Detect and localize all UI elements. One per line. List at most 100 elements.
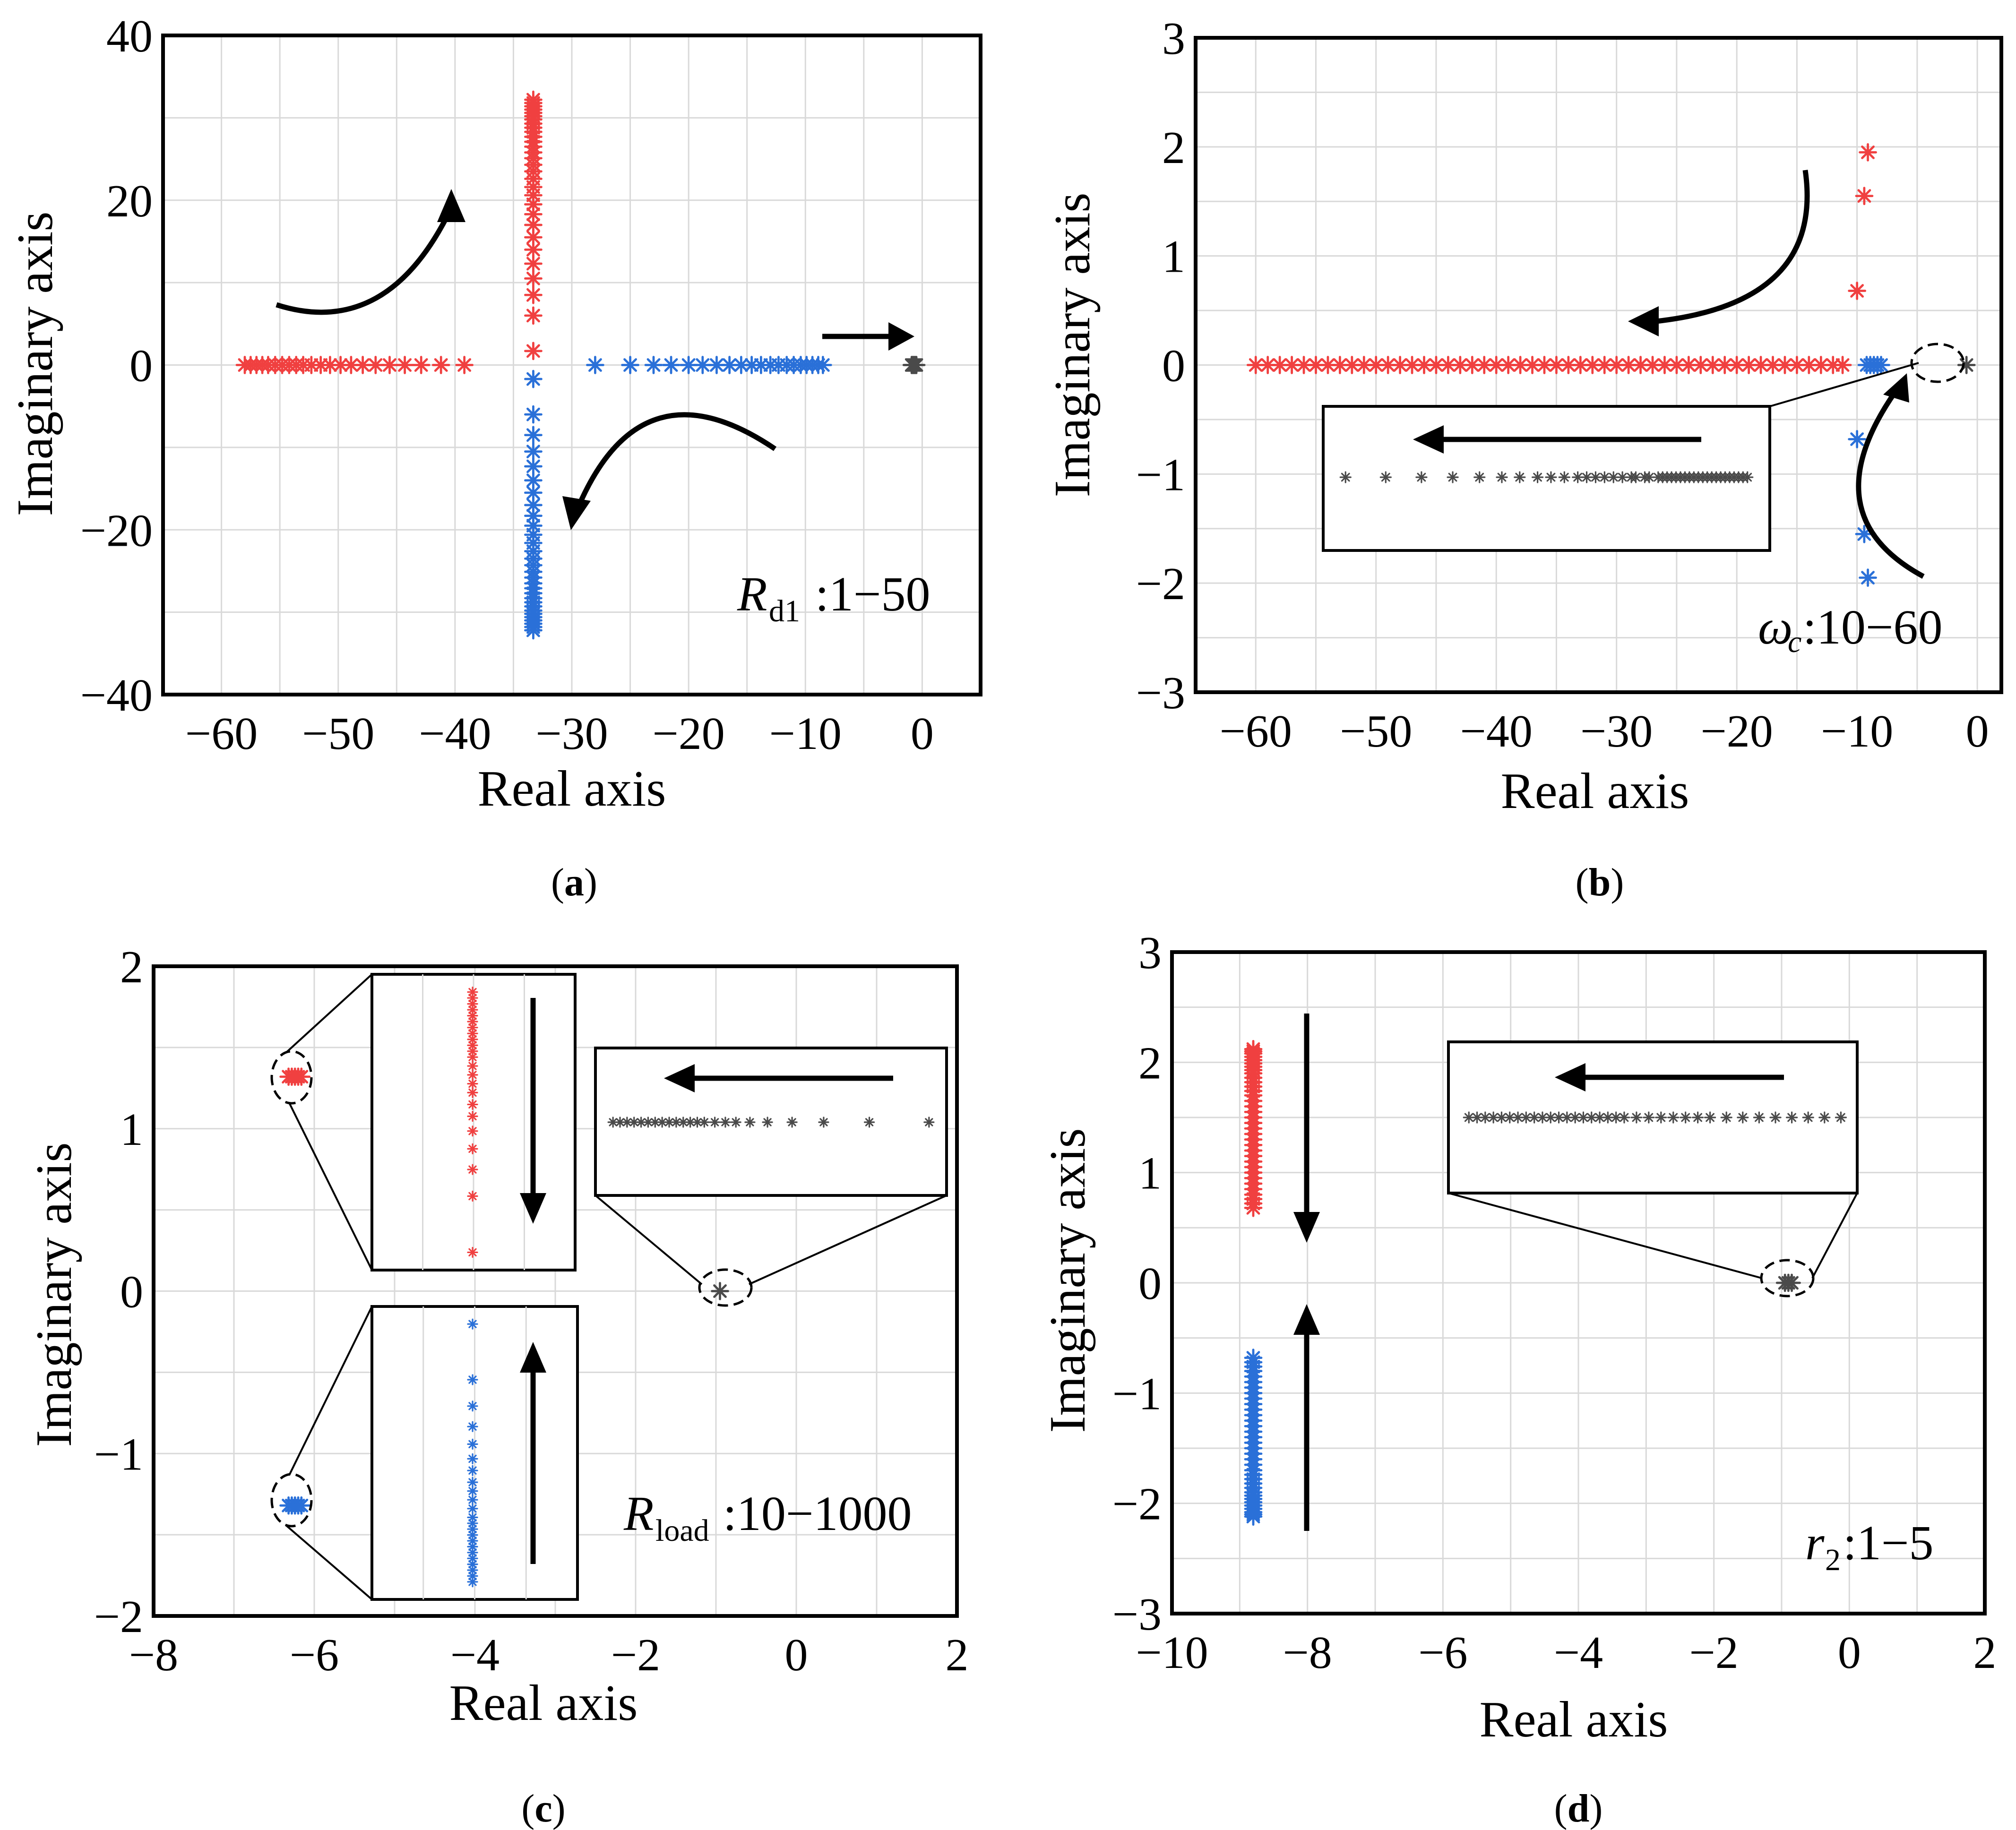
- panel-c-gray-zoom-point: [685, 1117, 696, 1128]
- panel-c-blue-dashed-circle: [270, 1473, 313, 1528]
- panel-d-down-arrowhead: [1293, 1212, 1320, 1243]
- panel-c-blue-zoom-point: [467, 1570, 478, 1581]
- panel-c-blue-zoom-point: [467, 1486, 478, 1497]
- panel-a-blue-imag-point: [524, 442, 543, 461]
- panel-d-xtick-label: −4: [1554, 1627, 1603, 1678]
- panel-d-inset-point: [1753, 1111, 1765, 1124]
- panel-a-lower-arrowhead: [562, 496, 591, 530]
- panel-c-gray-zoom-point: [744, 1117, 756, 1128]
- panel-c-red-inset-points: [422, 974, 525, 1270]
- panel-a-blue-real-point: [813, 356, 832, 374]
- panel-b-xtick-label: −30: [1580, 706, 1653, 757]
- panel-b-param-symbol: ω: [1758, 600, 1792, 654]
- panel-b-red-real-point: [1294, 356, 1313, 374]
- panel-c-xtick-label: 2: [946, 1630, 969, 1681]
- panel-b-red-complex-point: [1855, 187, 1874, 206]
- panel-b-ytick-label: −1: [1136, 449, 1185, 500]
- panel-c-red-zoom-point: [467, 1060, 478, 1072]
- panel-c-gray-zoom-point: [762, 1117, 773, 1128]
- panel-c-blue-zoom-point: [467, 1400, 478, 1412]
- panel-c-gray-zoom-point: [635, 1117, 647, 1128]
- panel-a-blue-imag-point: [524, 471, 543, 490]
- panel-c-gray-inset-points: [607, 1117, 935, 1128]
- panel-c-xtick-label: 0: [785, 1630, 808, 1681]
- panel-c-red-zoom-point: [467, 1110, 478, 1122]
- panel-b-red-real-point: [1727, 356, 1746, 374]
- panel-c-blue-inset-points: [422, 1306, 527, 1599]
- panel-b-red-complex-point: [1848, 282, 1867, 300]
- panel-d-ytick-label: 0: [1138, 1258, 1162, 1309]
- panel-b-inset-arrowhead: [1413, 425, 1444, 454]
- panel-c-ticks: −8 −6 −4 −2 0 2 −2 −1 0 1 2: [94, 942, 969, 1681]
- panel-a: −60 −50 −40 −30 −20 −10 0 −40 −20 0 20 40 R d1 :1−5…: [7, 11, 982, 904]
- panel-b-xtick-label: 0: [1966, 706, 1989, 757]
- panel-d-param-symbol: r: [1805, 1516, 1825, 1570]
- panel-b-red-real-point: [1571, 356, 1590, 374]
- panel-a-caption: (a): [551, 860, 597, 904]
- panel-c-gray-leader-right: [749, 1194, 947, 1285]
- panel-d-ylabel: Imaginary axis: [1040, 1128, 1096, 1433]
- panel-c-xtick-label: −2: [611, 1630, 660, 1681]
- panel-b-inset-point: [1514, 471, 1526, 483]
- panel-a-red-real-point: [342, 356, 361, 374]
- panel-b-red-real-point: [1307, 356, 1325, 374]
- panel-c-blue-zoom-point: [467, 1453, 478, 1464]
- panel-d-xtick-label: −6: [1418, 1627, 1467, 1678]
- panel-a-ytick-label: 0: [129, 341, 153, 392]
- panel-c-blue-zoom-point: [467, 1374, 478, 1385]
- panel-b-inset-point: [1447, 471, 1459, 483]
- panel-a-right-arrowhead: [888, 322, 914, 351]
- panel-b-caption: (b): [1576, 860, 1624, 904]
- panel-b-points: [1246, 143, 1976, 587]
- panel-c-blue-zoom-point: [467, 1503, 478, 1514]
- panel-d-inset-point: [1835, 1111, 1847, 1124]
- panel-a-red-imag-point: [524, 306, 543, 325]
- panel-d-ytick-label: −2: [1112, 1479, 1162, 1530]
- panel-a-red-imag-point: [524, 285, 543, 304]
- panel-b-param-sub: c: [1788, 625, 1801, 659]
- panel-c-param-range: :10−1000: [723, 1486, 912, 1541]
- panel-a-param-symbol: R: [737, 567, 767, 621]
- panel-b-frame: [1194, 36, 2003, 694]
- panel-a-blue-real-point: [586, 356, 604, 374]
- panel-d-ytick-label: 3: [1138, 928, 1162, 979]
- panel-d-inset-point: [1818, 1111, 1831, 1124]
- panel-d-leader-right: [1811, 1193, 1858, 1279]
- panel-c-frame: [152, 964, 959, 1618]
- panel-c-blue-zoom-point: [467, 1494, 478, 1505]
- panel-c-blue-leader-bottom: [285, 1524, 373, 1600]
- panel-d-xtick-label: 0: [1838, 1627, 1861, 1678]
- panel-a-ytick-label: −40: [80, 670, 153, 721]
- panel-b-inset-point: [1415, 471, 1428, 483]
- panel-a-xtick-label: −30: [535, 708, 608, 759]
- panel-c-gray-inset-arrowhead: [664, 1064, 695, 1092]
- panel-c-red-zoom-point: [467, 1046, 478, 1057]
- panel-c-red-zoom-point: [467, 1010, 478, 1022]
- panel-c-red-zoom-point: [467, 1034, 478, 1045]
- panel-b-red-real-point: [1343, 356, 1361, 374]
- panel-a-xtick-label: −50: [302, 708, 374, 759]
- panel-a-red-imag-point: [524, 269, 543, 288]
- panel-a-upper-curved-arrow: [276, 206, 454, 315]
- panel-a-upper-arrowhead: [437, 189, 465, 222]
- panel-a-param-range: :1−50: [815, 567, 930, 621]
- panel-a-ytick-label: 20: [106, 176, 153, 227]
- panel-d-frame: [1170, 950, 1987, 1615]
- panel-d-param-sub: 2: [1825, 1543, 1841, 1577]
- panel-c-red-zoom-point: [467, 998, 478, 1010]
- panel-b-red-real-point: [1655, 356, 1674, 374]
- panel-d-inset-point: [1720, 1111, 1732, 1124]
- panel-d-inset-point: [1680, 1111, 1692, 1124]
- panel-c-xtick-label: −6: [290, 1630, 339, 1681]
- panel-d-ytick-label: −3: [1112, 1589, 1162, 1640]
- panel-b-inset-points: [1339, 471, 1754, 483]
- panel-c-red-zoom-point: [467, 1078, 478, 1090]
- panel-b-ytick-label: 1: [1162, 232, 1185, 283]
- panel-d-points: [1244, 1040, 1801, 1526]
- panel-a-red-imag-point: [524, 254, 543, 273]
- panel-a-xtick-label: −60: [185, 708, 258, 759]
- panel-b-blue-complex-point: [1859, 568, 1877, 587]
- panel-b-xtick-label: −10: [1821, 706, 1893, 757]
- panel-a-ytick-label: 40: [106, 11, 153, 62]
